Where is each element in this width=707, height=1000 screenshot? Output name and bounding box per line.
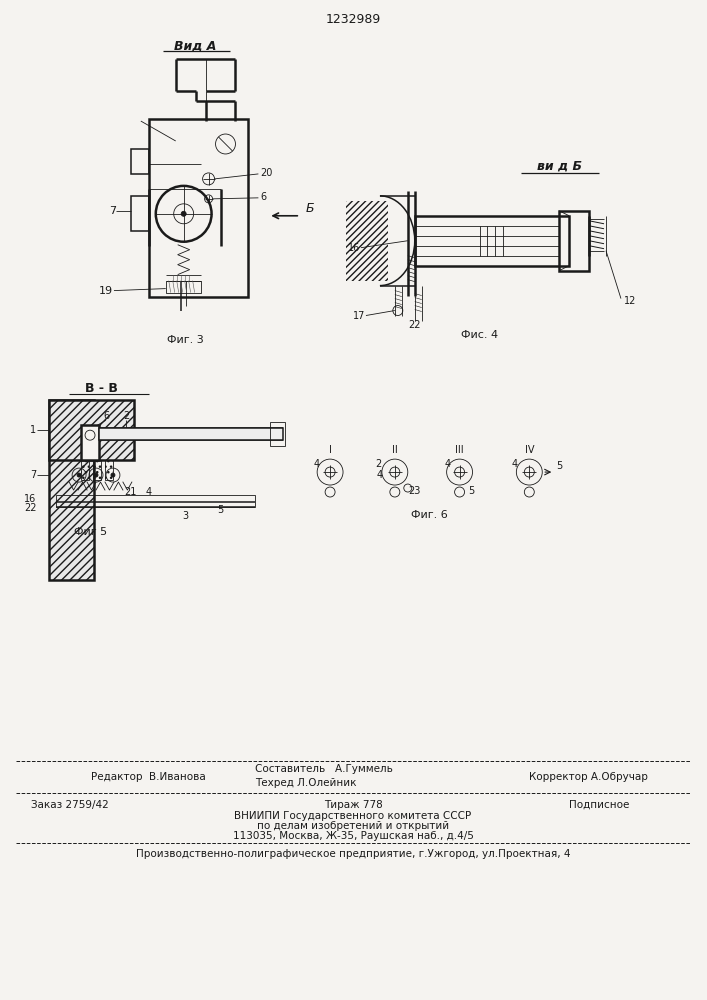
Text: 22: 22 [24, 503, 36, 513]
Text: Фиг. 6: Фиг. 6 [411, 510, 448, 520]
Bar [49, 400, 134, 460]
Circle shape [181, 211, 186, 216]
Bar [270, 422, 285, 446]
Bar [105, 460, 113, 480]
Text: 1232989: 1232989 [325, 13, 380, 26]
Text: В - В: В - В [85, 382, 117, 395]
Text: 4: 4 [445, 459, 450, 469]
Text: Корректор А.Обручар: Корректор А.Обручар [530, 772, 648, 782]
Text: 17: 17 [353, 311, 365, 321]
Text: 4: 4 [511, 459, 518, 469]
Bar [346, 201, 388, 281]
Text: II: II [392, 445, 398, 455]
Text: 3: 3 [182, 511, 189, 521]
Text: ВНИИПИ Государственного комитета СССР: ВНИИПИ Государственного комитета СССР [235, 811, 472, 821]
Text: 20: 20 [260, 168, 273, 178]
Text: 6: 6 [103, 411, 109, 421]
Text: 12: 12 [624, 296, 636, 306]
Text: ви д Б: ви д Б [537, 159, 582, 172]
Text: Фиг. 3: Фиг. 3 [168, 335, 204, 345]
Text: 113035, Москва, Ж-35, Раушская наб., д.4/5: 113035, Москва, Ж-35, Раушская наб., д.4… [233, 831, 474, 841]
Text: по делам изобретений и открытий: по делам изобретений и открытий [257, 821, 449, 831]
Bar [105, 460, 113, 480]
Bar [93, 460, 101, 480]
Text: 16: 16 [348, 243, 360, 253]
Circle shape [77, 473, 81, 477]
Text: 5: 5 [217, 505, 223, 515]
Bar [81, 460, 89, 480]
Bar [165, 281, 201, 293]
Text: Заказ 2759/42: Заказ 2759/42 [31, 800, 109, 810]
Text: Тираж 778: Тираж 778 [324, 800, 382, 810]
Text: 4: 4 [146, 487, 152, 497]
Text: Техред Л.Олейник: Техред Л.Олейник [255, 778, 357, 788]
Text: 2: 2 [375, 459, 381, 469]
Bar [559, 211, 589, 271]
Bar [93, 460, 101, 480]
Text: Производственно-полиграфическое предприятие, г.Ужгород, ул.Проектная, 4: Производственно-полиграфическое предприя… [136, 849, 571, 859]
Bar [131, 149, 148, 174]
Text: 19: 19 [99, 286, 113, 296]
Text: 7: 7 [30, 470, 36, 480]
Bar [131, 196, 148, 231]
Bar [148, 119, 248, 297]
Text: I: I [329, 445, 332, 455]
Text: 7: 7 [110, 206, 117, 216]
Bar [49, 400, 94, 580]
Circle shape [94, 473, 98, 477]
Text: 4: 4 [313, 459, 319, 469]
Text: 5: 5 [556, 461, 562, 471]
Text: 1: 1 [30, 425, 36, 435]
Text: 22: 22 [409, 320, 421, 330]
Text: 6: 6 [260, 192, 267, 202]
Bar [99, 428, 284, 440]
Text: Фис. 4: Фис. 4 [461, 330, 498, 340]
Bar [56, 495, 255, 507]
Text: III: III [455, 445, 464, 455]
Text: 5: 5 [469, 486, 474, 496]
Text: 4: 4 [377, 470, 383, 480]
Text: Составитель   А.Гуммель: Составитель А.Гуммель [255, 764, 393, 774]
Text: Подписное: Подписное [569, 800, 629, 810]
Bar [81, 460, 89, 480]
Text: 16: 16 [24, 494, 36, 504]
Bar [415, 216, 569, 266]
Text: 21: 21 [124, 487, 137, 497]
Text: IV: IV [525, 445, 534, 455]
Circle shape [111, 473, 115, 477]
Text: 2: 2 [123, 411, 129, 421]
Bar [81, 425, 99, 460]
Text: Вид А: Вид А [175, 40, 217, 53]
Text: 23: 23 [409, 486, 421, 496]
Text: Фиг 5: Фиг 5 [74, 527, 107, 537]
Text: Б: Б [306, 202, 315, 215]
Text: Редактор  В.Иванова: Редактор В.Иванова [91, 772, 206, 782]
